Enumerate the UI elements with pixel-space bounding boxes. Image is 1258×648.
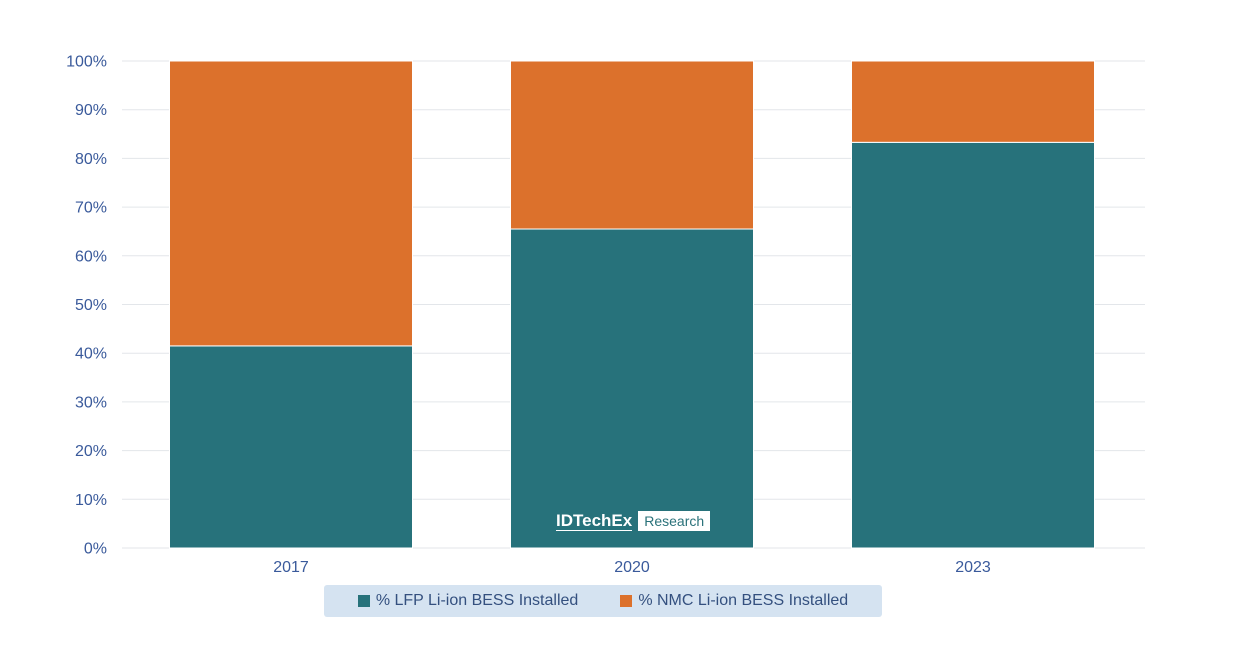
y-tick-label-5: 50%	[75, 297, 107, 314]
legend-item-nmc[interactable]: % NMC Li-ion BESS Installed	[620, 592, 848, 610]
y-tick-label-8: 80%	[75, 151, 107, 168]
y-tick-label-6: 60%	[75, 248, 107, 265]
y-axis: 0% 10% 20% 30% 40% 50% 60% 70% 80% 90% 100%	[66, 54, 107, 558]
y-tick-label-0: 0%	[84, 541, 107, 558]
legend-label-lfp: % LFP Li-ion BESS Installed	[375, 592, 579, 609]
y-tick-label-2: 20%	[75, 443, 107, 460]
bar-2023-nmc[interactable]	[851, 60, 1095, 143]
y-tick-label-3: 30%	[75, 394, 107, 411]
y-tick-label-1: 10%	[75, 492, 107, 509]
legend-swatch-nmc	[620, 595, 633, 607]
bar-2017-lfp[interactable]	[169, 345, 413, 549]
y-tick-label-7: 70%	[75, 200, 107, 217]
x-tick-label-2020: 2020	[614, 559, 650, 576]
y-tick-label-10: 100%	[66, 54, 107, 71]
watermark-brand: IDTechEx	[556, 510, 633, 531]
bar-2023-lfp[interactable]	[851, 141, 1095, 549]
watermark-badge: Research	[638, 511, 711, 531]
y-tick-label-4: 40%	[75, 346, 107, 363]
bar-2017-nmc[interactable]	[169, 60, 413, 347]
x-axis: 2017 2020 2023	[273, 559, 991, 576]
legend-label-nmc: % NMC Li-ion BESS Installed	[638, 592, 849, 609]
legend: % LFP Li-ion BESS Installed % NMC Li-ion…	[324, 585, 882, 617]
x-tick-label-2017: 2017	[273, 559, 309, 576]
x-tick-label-2023: 2023	[955, 559, 991, 576]
idtechex-watermark: IDTechEx Research	[556, 510, 711, 532]
y-tick-label-9: 90%	[75, 102, 107, 119]
legend-swatch-lfp	[357, 595, 370, 607]
bar-2020-nmc[interactable]	[510, 60, 754, 230]
bar-2020-lfp[interactable]	[510, 228, 754, 549]
bars	[169, 60, 1095, 549]
legend-item-lfp[interactable]: % LFP Li-ion BESS Installed	[357, 592, 579, 610]
